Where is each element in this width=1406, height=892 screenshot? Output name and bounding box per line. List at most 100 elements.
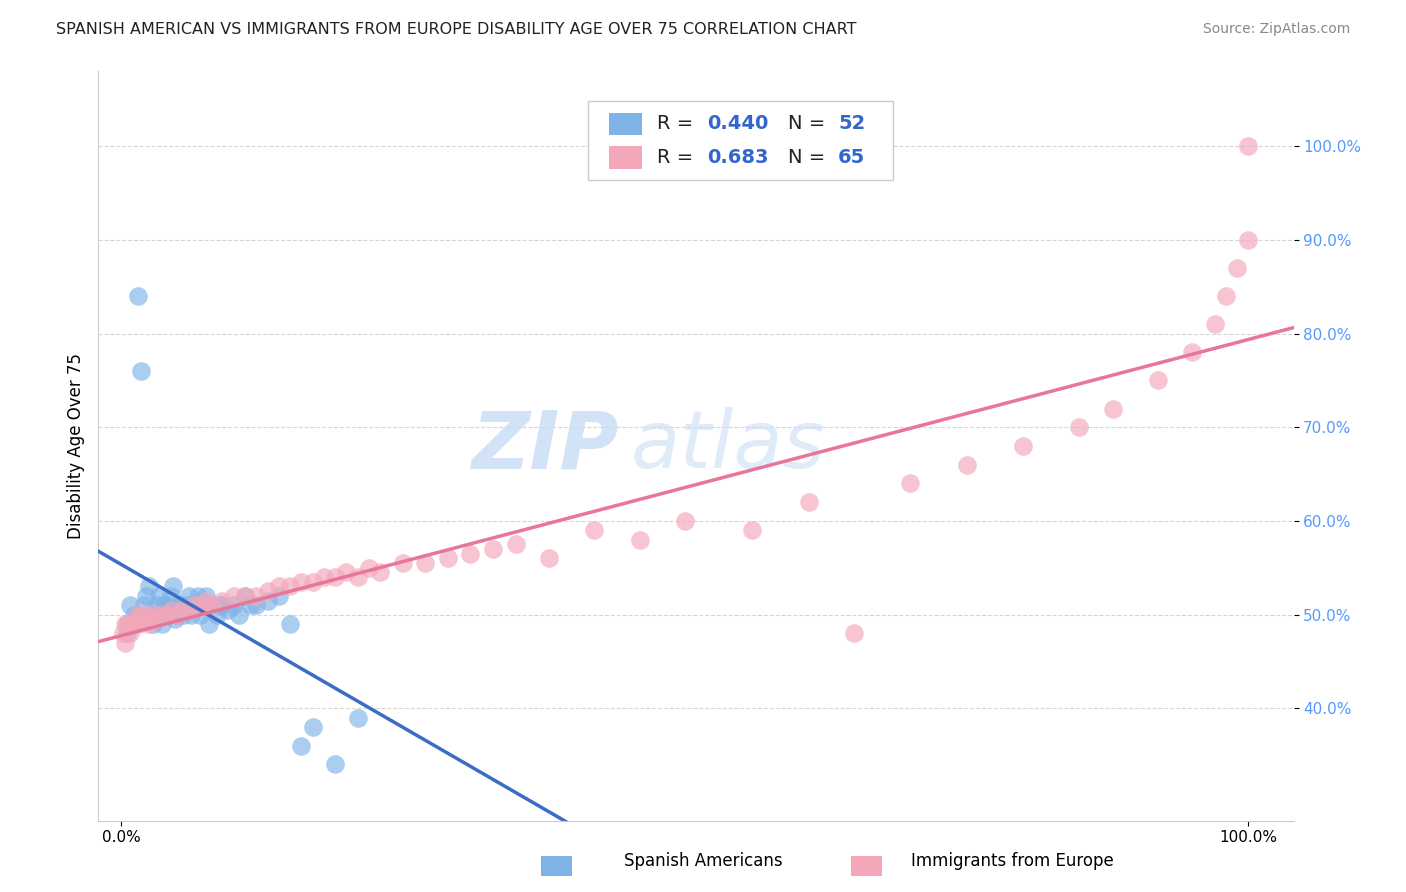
Text: N =: N = [787,114,831,133]
Point [278,580,301,594]
Point [460,547,482,561]
Point [183,599,205,613]
Point [278,617,301,632]
Point [256,593,278,607]
Point [183,599,205,613]
Point [114,617,136,632]
Point [194,593,217,607]
Point [245,589,267,603]
Point [222,599,245,613]
Point [155,607,177,622]
Point [132,612,155,626]
Point [301,574,323,589]
Point [138,617,160,632]
Point [217,603,239,617]
Text: 65: 65 [838,148,866,167]
Point [205,607,228,622]
Point [166,607,188,622]
Text: 0.440: 0.440 [707,114,768,133]
Point [115,626,138,640]
Point [312,570,335,584]
Point [267,589,290,603]
Point [127,607,149,622]
Point [138,580,160,594]
Point [143,607,166,622]
Point [162,580,184,594]
Point [177,589,200,603]
Point [482,542,505,557]
Point [346,710,368,724]
Point [194,589,217,603]
Point [121,617,143,632]
Text: R =: R = [657,148,699,167]
Point [118,599,141,613]
Point [239,599,262,613]
Point [188,599,211,613]
Text: N =: N = [787,148,831,167]
Point [741,524,763,538]
Y-axis label: Disability Age Over 75: Disability Age Over 75 [66,353,84,539]
Point [166,607,188,622]
Point [211,593,233,607]
Point [1237,139,1260,153]
Point [153,599,176,613]
Text: ZIP: ZIP [471,407,619,485]
Point [141,607,163,622]
Point [673,514,696,528]
Point [172,603,194,617]
Point [132,599,155,613]
Point [141,617,163,632]
Point [150,617,173,632]
Point [1181,345,1204,359]
Text: SPANISH AMERICAN VS IMMIGRANTS FROM EUROPE DISABILITY AGE OVER 75 CORRELATION CH: SPANISH AMERICAN VS IMMIGRANTS FROM EURO… [56,22,856,37]
Point [898,476,921,491]
FancyBboxPatch shape [609,146,643,169]
Point [188,607,211,622]
Point [368,566,391,580]
Point [117,617,139,632]
Point [955,458,977,472]
Point [290,574,312,589]
Text: R =: R = [657,114,699,133]
Text: atlas: atlas [630,407,825,485]
Text: Immigrants from Europe: Immigrants from Europe [911,852,1114,870]
Point [1069,420,1091,434]
Point [191,599,214,613]
Point [135,589,157,603]
Point [222,589,245,603]
Point [233,589,256,603]
Point [124,607,146,622]
Point [209,599,232,613]
Point [172,607,194,622]
Point [157,599,180,613]
Point [146,599,169,613]
Point [437,551,460,566]
Point [233,589,256,603]
Point [129,607,152,622]
Point [1147,374,1170,388]
Point [118,626,141,640]
Point [1226,261,1249,276]
Point [267,580,290,594]
Point [200,599,222,613]
Point [256,584,278,599]
Point [187,589,209,603]
Point [169,599,191,613]
Point [198,617,221,632]
Point [346,570,368,584]
Point [135,607,157,622]
Point [290,739,312,753]
Point [200,599,222,613]
Point [415,556,437,570]
FancyBboxPatch shape [589,102,893,180]
Point [583,524,606,538]
Point [121,617,143,632]
Point [112,626,135,640]
Point [148,589,170,603]
FancyBboxPatch shape [609,112,643,135]
Point [159,589,181,603]
Point [160,603,183,617]
Point [628,533,651,547]
Point [127,289,149,303]
Point [177,603,200,617]
